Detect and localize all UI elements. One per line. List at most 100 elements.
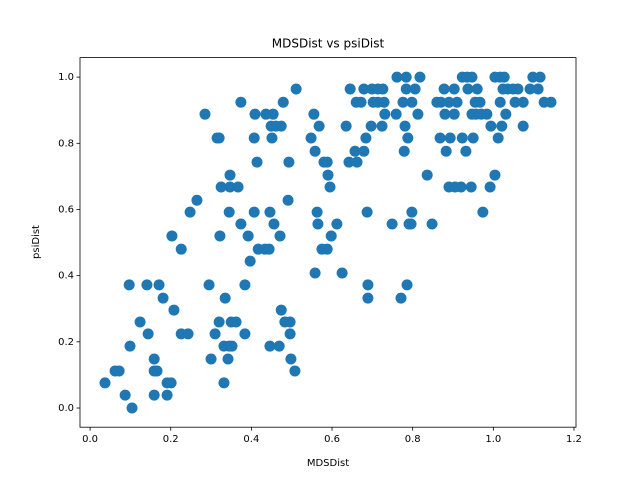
- x-tick-label: 0.0: [82, 434, 98, 445]
- point: [124, 340, 136, 352]
- x-tick-label: 0.4: [243, 434, 259, 445]
- point: [444, 132, 456, 144]
- x-tick-label: 0.8: [405, 434, 421, 445]
- point: [199, 108, 211, 120]
- point: [448, 83, 460, 95]
- point: [409, 83, 421, 95]
- point: [471, 83, 483, 95]
- point: [517, 120, 529, 132]
- point: [203, 279, 215, 291]
- x-tick-label: 0.6: [324, 434, 340, 445]
- point: [460, 145, 472, 157]
- point: [377, 83, 389, 95]
- chart-title: MDSDist vs psiDist: [272, 37, 385, 51]
- point: [266, 132, 278, 144]
- point: [400, 83, 412, 95]
- point: [239, 328, 251, 340]
- point: [141, 279, 153, 291]
- point: [214, 230, 226, 242]
- point: [412, 108, 424, 120]
- point: [285, 353, 297, 365]
- point: [215, 181, 227, 193]
- point: [534, 71, 546, 83]
- point: [379, 108, 391, 120]
- point: [123, 279, 135, 291]
- point: [421, 169, 433, 181]
- point: [401, 279, 413, 291]
- point: [142, 328, 154, 340]
- point: [376, 120, 388, 132]
- point: [99, 377, 111, 389]
- point: [289, 365, 301, 377]
- y-tick-label: 0.4: [58, 271, 74, 282]
- point: [474, 96, 486, 108]
- point: [191, 194, 203, 206]
- point: [400, 71, 412, 83]
- point: [349, 145, 361, 157]
- point: [153, 279, 165, 291]
- point: [331, 218, 343, 230]
- y-tick-label: 0.6: [58, 204, 74, 215]
- point: [305, 132, 317, 144]
- point: [365, 120, 377, 132]
- point: [406, 206, 418, 218]
- point: [362, 279, 374, 291]
- point: [251, 156, 263, 168]
- point: [477, 206, 489, 218]
- point: [166, 230, 178, 242]
- point: [235, 96, 247, 108]
- point: [524, 83, 536, 95]
- point: [340, 120, 352, 132]
- point: [273, 340, 285, 352]
- point: [218, 377, 230, 389]
- point: [456, 132, 468, 144]
- point: [399, 120, 411, 132]
- point: [263, 243, 275, 255]
- point: [224, 169, 236, 181]
- point: [313, 120, 325, 132]
- point: [325, 230, 337, 242]
- point: [532, 83, 544, 95]
- point: [311, 206, 323, 218]
- point: [224, 181, 236, 193]
- point: [509, 96, 521, 108]
- point: [290, 83, 302, 95]
- point: [465, 181, 477, 193]
- point: [397, 96, 409, 108]
- point: [485, 120, 497, 132]
- point: [324, 181, 336, 193]
- point: [157, 292, 169, 304]
- x-tick-label: 0.2: [163, 434, 179, 445]
- point: [242, 230, 254, 242]
- point: [358, 145, 370, 157]
- point: [336, 267, 348, 279]
- point: [405, 218, 417, 230]
- point: [249, 108, 261, 120]
- point: [362, 292, 374, 304]
- point: [466, 71, 478, 83]
- point: [182, 328, 194, 340]
- point: [395, 292, 407, 304]
- point: [386, 218, 398, 230]
- point: [308, 108, 320, 120]
- point: [113, 365, 125, 377]
- point: [134, 316, 146, 328]
- point: [517, 96, 529, 108]
- point: [282, 194, 294, 206]
- point: [264, 340, 276, 352]
- x-axis-label: MDSDist: [307, 458, 349, 469]
- y-tick-label: 0.0: [58, 403, 74, 414]
- point: [500, 108, 512, 120]
- point: [440, 145, 452, 157]
- point: [312, 218, 324, 230]
- point: [268, 218, 280, 230]
- point: [455, 181, 467, 193]
- point: [494, 96, 506, 108]
- point: [223, 206, 235, 218]
- point: [175, 243, 187, 255]
- point: [239, 279, 251, 291]
- point: [283, 156, 295, 168]
- point: [226, 340, 238, 352]
- point: [309, 145, 321, 157]
- point: [426, 218, 438, 230]
